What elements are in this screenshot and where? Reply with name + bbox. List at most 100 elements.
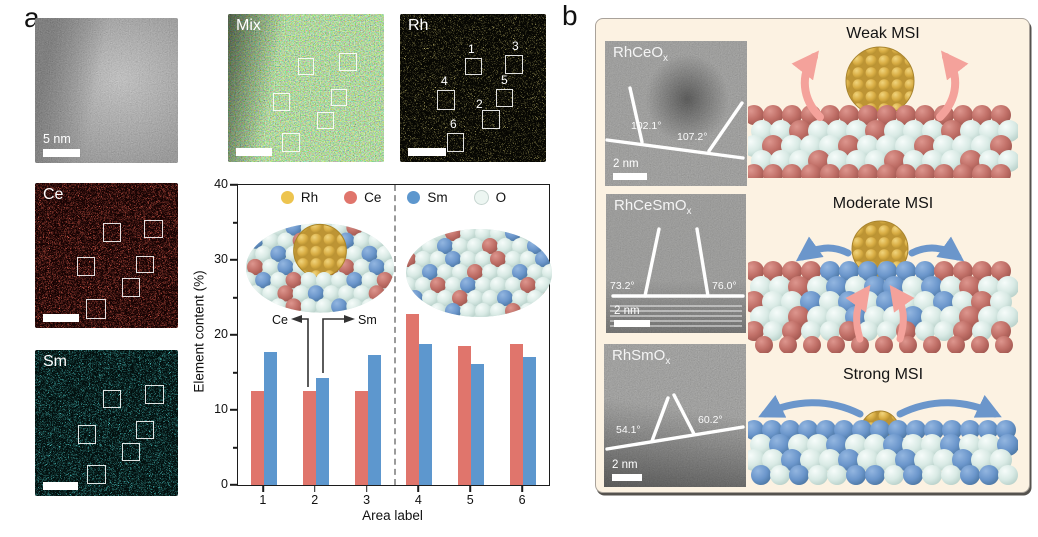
support-sphere-icon [763, 164, 783, 178]
support-sphere-icon [361, 245, 378, 262]
y-tick-label-30: 30 [214, 252, 228, 266]
sm-area-box-3 [145, 385, 164, 404]
tem2-scalebar-label: 2 nm [614, 305, 640, 317]
rh-area-box-5 [496, 89, 513, 107]
support-sphere-icon [490, 251, 506, 267]
support-sphere-icon [460, 251, 476, 267]
bar-sm-area-6 [523, 356, 537, 485]
support-sphere-icon [991, 321, 1011, 341]
support-sphere-icon [270, 298, 287, 313]
bar-group-6 [510, 185, 537, 485]
bar-sm-area-1 [263, 352, 277, 485]
x-tick-mark-6 [521, 486, 523, 492]
support-sphere-icon [490, 229, 506, 241]
tem2-angle-left: 73.2° [610, 280, 635, 292]
support-sphere-icon [277, 258, 294, 276]
support-sphere-icon [497, 238, 513, 254]
tem1-angle-left: 102.1° [631, 120, 661, 132]
support-sphere-icon [512, 238, 528, 254]
support-sphere-icon [255, 272, 272, 289]
bar-ce-area-6 [510, 344, 524, 485]
support-sphere-icon [858, 164, 878, 178]
chart-plot: Rh Ce Sm O Ce [230, 184, 552, 486]
support-sphere-icon [497, 290, 513, 306]
tem2-angle-right: 76.0° [712, 280, 737, 292]
support-sphere-icon [953, 321, 973, 341]
rh-area-number-5: 5 [501, 73, 508, 87]
support-sphere-icon [490, 303, 506, 317]
support-sphere-icon [991, 261, 1011, 281]
ce-area-box-4 [77, 257, 95, 276]
y-tick-label-10: 10 [214, 402, 228, 416]
sm-element-map: Sm [35, 350, 178, 496]
sm-area-box-5 [136, 421, 154, 439]
support-sphere-icon [482, 264, 498, 280]
mix-shading [228, 14, 384, 162]
tem1-angle-right: 107.2° [677, 131, 707, 143]
support-sphere-icon [467, 238, 483, 254]
tem3-formula: RhSmO [612, 347, 666, 364]
y-tick-marks [230, 184, 238, 486]
x-tick-label-2: 2 [311, 493, 319, 507]
support-sphere-icon [858, 321, 878, 341]
support-sphere-icon [331, 298, 348, 313]
y-tick-mark-20 [230, 334, 238, 336]
tem1-left-facet-line [628, 86, 644, 144]
tem3-scalebar [612, 474, 642, 481]
support-sphere-icon [953, 261, 973, 281]
support-sphere-icon [858, 261, 878, 281]
support-sphere-icon [877, 261, 897, 281]
bar-sm-area-4 [419, 344, 433, 485]
y-tick-mark-0 [230, 484, 238, 486]
strong-msi-title: Strong MSI [842, 366, 924, 383]
schematic-rh-particle-on-cesm-oxide [246, 223, 394, 313]
support-sphere-icon [277, 285, 294, 302]
support-sphere-icon [415, 251, 431, 267]
support-sphere-icon [520, 277, 536, 293]
mix-area-box-2 [317, 112, 334, 129]
tem2-formula-subscript: x [686, 206, 692, 217]
support-sphere-icon [896, 105, 916, 125]
support-sphere-icon [346, 272, 363, 289]
support-sphere-icon [748, 321, 764, 341]
support-sphere-icon [292, 285, 309, 302]
weak-msi-left-arrow-icon [791, 50, 824, 121]
support-sphere-icon [922, 465, 942, 485]
legend-label-ce: Ce [364, 190, 382, 205]
support-sphere-icon [520, 251, 536, 267]
support-sphere-icon [353, 258, 370, 276]
support-sphere-icon [255, 223, 272, 236]
support-sphere-icon [475, 251, 491, 267]
support-sphere-icon [383, 232, 394, 249]
support-sphere-icon [801, 261, 821, 281]
support-sphere-icon [368, 258, 385, 276]
support-sphere-icon [285, 272, 302, 289]
tem1-scalebar [613, 173, 647, 180]
x-tick-label-3: 3 [363, 493, 371, 507]
tem-inset-rhceox: 102.1° 107.2° RhCeOx 2 nm [605, 41, 747, 186]
support-sphere-icon [846, 465, 866, 485]
rh-noise-texture [400, 14, 546, 162]
support-sphere-icon [858, 105, 878, 125]
sm-map-label: Sm [43, 353, 67, 370]
support-sphere-icon [808, 465, 828, 485]
support-sphere-icon [277, 232, 294, 249]
mix-area-box-1 [298, 58, 314, 75]
support-sphere-icon [960, 420, 980, 440]
support-sphere-icon [972, 261, 992, 281]
y-tick-mark-10 [230, 409, 238, 411]
support-sphere-icon [535, 277, 551, 293]
moderate-msi-right-side-arrow-icon [908, 236, 965, 262]
support-sphere-icon [535, 229, 551, 241]
rh-area-box-2 [482, 110, 500, 129]
moderate-msi-schematic [748, 220, 1018, 353]
support-sphere-icon [452, 264, 468, 280]
support-sphere-icon [763, 105, 783, 125]
x-tick-label-4: 4 [414, 493, 422, 507]
support-sphere-icon [246, 223, 257, 236]
support-sphere-icon [415, 277, 431, 293]
support-sphere-icon [782, 261, 802, 281]
x-tick-mark-4 [417, 486, 420, 492]
bar-sm-area-3 [367, 355, 381, 485]
